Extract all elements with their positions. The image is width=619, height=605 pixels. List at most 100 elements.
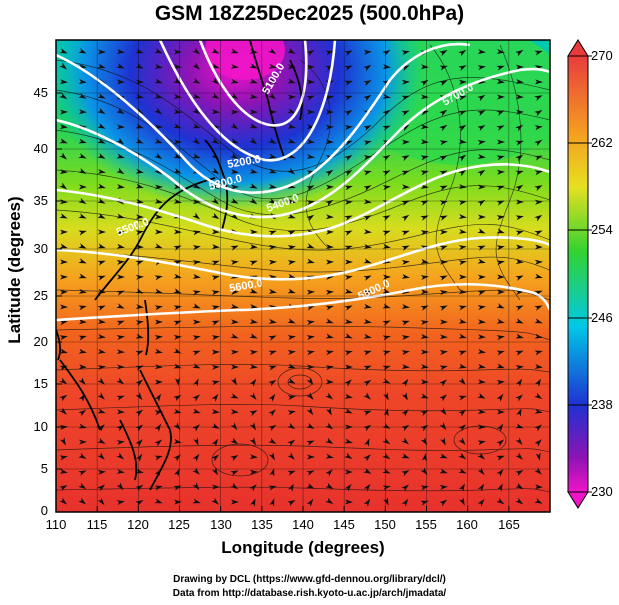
wind-arrow <box>287 167 296 175</box>
wind-arrow <box>192 230 201 236</box>
wind-arrow <box>496 497 505 505</box>
wind-arrow <box>154 152 163 160</box>
wind-arrow <box>496 110 505 116</box>
wind-arrow <box>363 94 372 102</box>
colorbar-top-arrow <box>567 39 589 57</box>
wind-arrow <box>515 140 524 146</box>
wind-arrow <box>116 274 125 280</box>
wind-arrow <box>306 350 315 356</box>
wind-arrow <box>344 379 352 387</box>
wind-arrow <box>192 153 201 159</box>
wind-arrow <box>59 79 68 85</box>
wind-arrow <box>97 49 106 55</box>
wind-arrow <box>382 303 391 309</box>
wind-arrow <box>135 79 144 85</box>
wind-arrow <box>135 138 144 144</box>
wind-arrow <box>154 498 163 504</box>
wind-arrow <box>515 64 524 70</box>
wind-arrow <box>382 452 391 460</box>
wind-arrow <box>439 245 448 251</box>
wind-arrow <box>135 198 144 204</box>
wind-arrow <box>363 498 371 507</box>
wind-arrow <box>173 305 182 311</box>
wind-arrow <box>268 47 277 55</box>
wind-arrow <box>325 259 334 265</box>
wind-arrow <box>287 78 296 84</box>
wind-arrow <box>458 124 467 132</box>
wind-arrow <box>192 273 201 279</box>
wind-arrow <box>496 423 504 432</box>
wind-arrow <box>287 47 296 54</box>
wind-arrow <box>477 483 485 492</box>
wind-arrow <box>230 393 239 399</box>
wind-arrow <box>477 184 486 190</box>
wind-arrow <box>249 349 258 355</box>
wind-arrow <box>382 422 391 429</box>
wind-arrow <box>154 275 163 281</box>
wind-arrow <box>382 230 391 236</box>
wind-arrow <box>192 260 201 266</box>
wind-arrow <box>496 468 504 477</box>
wind-arrow <box>97 452 105 460</box>
wind-arrow <box>59 485 68 492</box>
wind-arrow <box>344 318 353 324</box>
wind-arrow <box>59 152 67 160</box>
wind-arrow <box>97 260 106 266</box>
wind-arrow <box>249 93 258 99</box>
x-tick-label: 135 <box>251 517 273 532</box>
wind-arrow <box>192 137 201 145</box>
wind-arrow <box>534 139 543 147</box>
wind-arrow <box>173 108 182 114</box>
wind-arrow <box>401 378 409 387</box>
wind-arrow <box>268 244 277 250</box>
wind-arrow <box>230 78 239 84</box>
wind-arrow <box>515 109 524 115</box>
wind-arrow <box>496 125 505 131</box>
wind-arrow <box>477 214 486 220</box>
wind-arrow <box>78 138 87 144</box>
wind-arrow <box>458 260 467 266</box>
wind-arrow <box>97 365 106 371</box>
wind-arrow <box>458 468 467 474</box>
wind-arrow <box>97 437 106 444</box>
wind-arrow <box>116 137 125 145</box>
wind-arrow <box>363 229 372 235</box>
wind-arrow <box>439 350 448 355</box>
axis-ticks <box>55 92 510 513</box>
wind-arrow <box>230 482 239 490</box>
wind-arrow <box>268 452 275 461</box>
wind-arrow <box>477 140 486 146</box>
wind-arrow <box>287 138 296 144</box>
x-tick-label: 150 <box>374 517 396 532</box>
wind-arrow <box>325 169 334 177</box>
wind-arrow <box>325 139 334 145</box>
wind-arrow <box>211 364 220 370</box>
wind-arrow <box>268 379 277 387</box>
wind-arrow <box>401 364 410 370</box>
wind-arrow <box>401 470 410 477</box>
wind-arrow <box>363 290 372 296</box>
wind-arrow <box>401 95 410 101</box>
wind-arrow <box>496 65 505 71</box>
wind-arrow <box>363 275 372 281</box>
wind-arrow <box>154 48 163 54</box>
wind-arrow <box>383 497 389 506</box>
contour-label: 5600.0 <box>228 277 263 295</box>
y-axis-label: Latitude (degrees) <box>5 196 24 344</box>
wind-arrow <box>439 275 448 281</box>
colorbar-gradient <box>567 55 589 493</box>
wind-arrow <box>97 107 106 114</box>
wind-arrow <box>401 273 410 279</box>
wind-arrow <box>211 467 219 476</box>
wind-arrow <box>268 168 277 174</box>
wind-arrow <box>192 107 201 115</box>
wind-arrow <box>420 275 429 281</box>
wind-arrow <box>135 230 144 236</box>
wind-arrow <box>439 65 448 71</box>
wind-arrow <box>477 379 486 385</box>
x-tick-label: 160 <box>456 517 478 532</box>
grid-lines <box>56 40 550 512</box>
wind-arrow <box>192 408 201 414</box>
wind-arrow <box>249 63 258 69</box>
wind-arrow <box>477 334 486 340</box>
